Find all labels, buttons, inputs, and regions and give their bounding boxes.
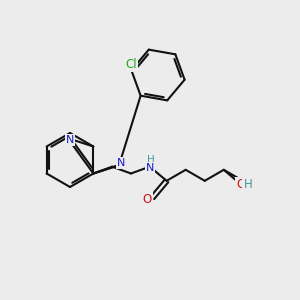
Text: H: H bbox=[243, 178, 252, 191]
Text: N: N bbox=[146, 163, 154, 173]
Text: O: O bbox=[143, 193, 152, 206]
Text: Cl: Cl bbox=[126, 58, 137, 71]
Text: H: H bbox=[147, 155, 154, 165]
Text: N: N bbox=[117, 158, 125, 168]
Text: O: O bbox=[236, 178, 245, 191]
Text: N: N bbox=[65, 135, 74, 145]
